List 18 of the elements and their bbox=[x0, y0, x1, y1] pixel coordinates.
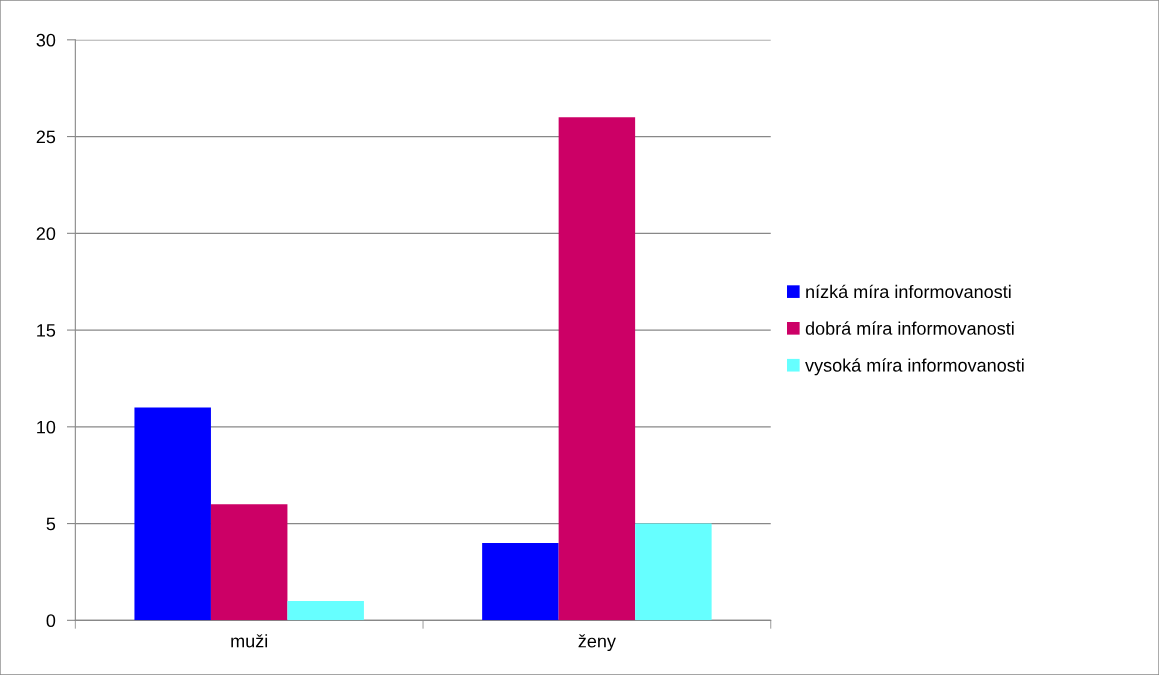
legend-label: vysoká míra informovanosti bbox=[805, 358, 1024, 376]
legend-label: nízká míra informovanosti bbox=[806, 284, 1011, 299]
bar bbox=[287, 600, 364, 621]
bar bbox=[558, 117, 636, 621]
bar bbox=[635, 523, 712, 621]
y-tick-label: 15 bbox=[37, 324, 56, 337]
y-tick-label: 30 bbox=[36, 33, 56, 47]
bar bbox=[210, 504, 288, 621]
bar bbox=[482, 542, 559, 621]
y-tick-label: 20 bbox=[36, 227, 56, 241]
y-tick-label: 10 bbox=[37, 420, 56, 434]
legend-label: dobrá míra informovanosti bbox=[805, 321, 1014, 335]
bar bbox=[134, 407, 211, 621]
y-tick-label: 5 bbox=[46, 517, 56, 531]
y-tick-label: 25 bbox=[36, 130, 56, 144]
x-tick-label: muži bbox=[231, 634, 268, 648]
x-tick-label: ženy bbox=[578, 634, 616, 652]
y-tick-label: 0 bbox=[46, 614, 56, 628]
